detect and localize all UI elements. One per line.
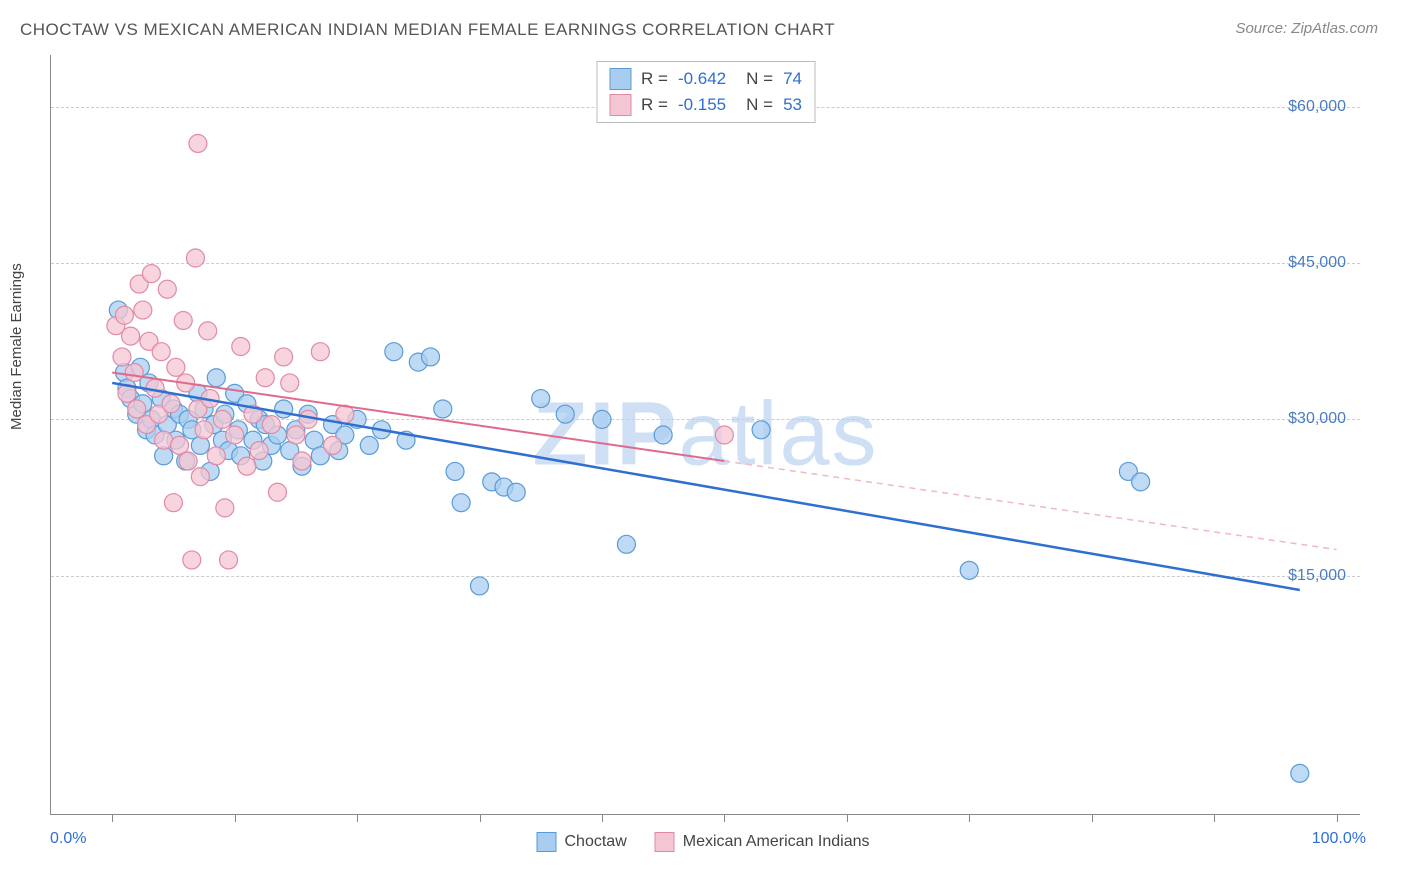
scatter-point (186, 249, 204, 267)
x-tick (969, 814, 970, 822)
regression-line (112, 383, 1300, 590)
scatter-point (174, 311, 192, 329)
scatter-point (275, 400, 293, 418)
scatter-point (128, 400, 146, 418)
scatter-point (446, 462, 464, 480)
scatter-point (213, 410, 231, 428)
scatter-point (275, 348, 293, 366)
scatter-point (752, 421, 770, 439)
series-legend: Choctaw Mexican American Indians (536, 832, 869, 852)
scatter-svg (51, 55, 1360, 814)
x-tick (847, 814, 848, 822)
y-axis-label: Median Female Earnings (8, 263, 25, 430)
stat-value: -0.642 (678, 69, 726, 89)
stats-row: R = -0.642 N = 74 (609, 66, 802, 92)
scatter-point (360, 436, 378, 454)
plot-area: ZIPatlas $15,000$30,000$45,000$60,000 R … (50, 55, 1360, 815)
scatter-point (191, 436, 209, 454)
scatter-point (556, 405, 574, 423)
scatter-point (311, 343, 329, 361)
scatter-point (220, 551, 238, 569)
stat-label: R = (641, 95, 668, 115)
stats-box: R = -0.642 N = 74 R = -0.155 N = 53 (596, 61, 815, 123)
scatter-point (122, 327, 140, 345)
stat-label: N = (746, 95, 773, 115)
scatter-point (115, 306, 133, 324)
scatter-point (617, 535, 635, 553)
scatter-point (507, 483, 525, 501)
scatter-point (195, 421, 213, 439)
legend-swatch (609, 94, 631, 116)
scatter-point (385, 343, 403, 361)
scatter-point (167, 358, 185, 376)
scatter-point (281, 374, 299, 392)
scatter-point (593, 410, 611, 428)
scatter-point (293, 452, 311, 470)
scatter-point (189, 134, 207, 152)
stat-value: 53 (783, 95, 802, 115)
legend-label: Choctaw (564, 833, 626, 851)
x-axis-label-right: 100.0% (1312, 830, 1366, 848)
scatter-point (238, 457, 256, 475)
legend-label: Mexican American Indians (683, 833, 870, 851)
stat-label: R = (641, 69, 668, 89)
scatter-point (422, 348, 440, 366)
scatter-point (287, 426, 305, 444)
scatter-point (1132, 473, 1150, 491)
scatter-point (142, 265, 160, 283)
scatter-point (434, 400, 452, 418)
x-tick (235, 814, 236, 822)
scatter-point (232, 338, 250, 356)
scatter-point (452, 494, 470, 512)
legend-item: Choctaw (536, 832, 626, 852)
scatter-point (960, 561, 978, 579)
scatter-point (216, 499, 234, 517)
scatter-point (199, 322, 217, 340)
stat-value: -0.155 (678, 95, 726, 115)
chart-title: CHOCTAW VS MEXICAN AMERICAN INDIAN MEDIA… (20, 20, 835, 40)
scatter-point (256, 369, 274, 387)
x-tick (480, 814, 481, 822)
x-tick (1092, 814, 1093, 822)
scatter-point (207, 447, 225, 465)
x-tick (602, 814, 603, 822)
scatter-point (113, 348, 131, 366)
legend-swatch (609, 68, 631, 90)
scatter-point (268, 483, 286, 501)
legend-item: Mexican American Indians (655, 832, 870, 852)
scatter-point (183, 551, 201, 569)
scatter-point (262, 416, 280, 434)
scatter-point (1291, 764, 1309, 782)
scatter-point (654, 426, 672, 444)
correlation-chart: CHOCTAW VS MEXICAN AMERICAN INDIAN MEDIA… (0, 0, 1406, 892)
scatter-point (158, 280, 176, 298)
scatter-point (191, 468, 209, 486)
x-tick (1337, 814, 1338, 822)
scatter-point (207, 369, 225, 387)
x-tick (1214, 814, 1215, 822)
scatter-point (226, 426, 244, 444)
x-tick (112, 814, 113, 822)
x-tick (724, 814, 725, 822)
scatter-point (134, 301, 152, 319)
x-tick (357, 814, 358, 822)
scatter-point (152, 343, 170, 361)
legend-swatch (536, 832, 556, 852)
scatter-point (471, 577, 489, 595)
scatter-point (179, 452, 197, 470)
scatter-point (164, 494, 182, 512)
stat-value: 74 (783, 69, 802, 89)
scatter-point (125, 364, 143, 382)
source-credit: Source: ZipAtlas.com (1235, 20, 1378, 37)
scatter-point (155, 431, 173, 449)
scatter-point (324, 436, 342, 454)
scatter-point (715, 426, 733, 444)
x-axis-label-left: 0.0% (50, 830, 86, 848)
scatter-point (250, 442, 268, 460)
stat-label: N = (746, 69, 773, 89)
scatter-point (532, 390, 550, 408)
scatter-point (162, 395, 180, 413)
stats-row: R = -0.155 N = 53 (609, 92, 802, 118)
legend-swatch (655, 832, 675, 852)
